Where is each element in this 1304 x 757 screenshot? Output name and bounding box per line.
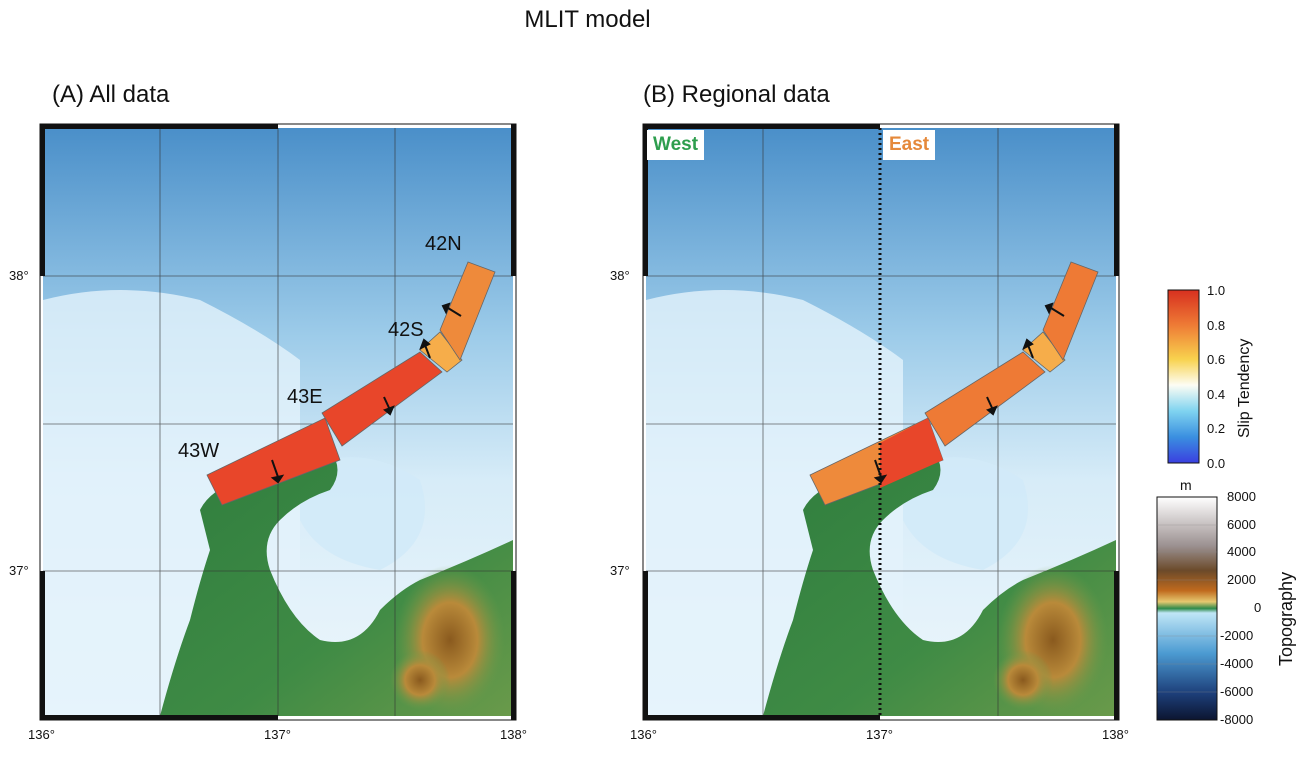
topo-colorbar-label: Topography: [1276, 571, 1296, 666]
lat-label-a-38: 38°: [9, 268, 29, 283]
topo-tick: 4000: [1227, 544, 1256, 559]
slip-colorbar: [1167, 289, 1200, 464]
panel-b-map: [646, 128, 1116, 716]
fault-label-42n: 42N: [425, 233, 462, 255]
fault-label-43e: 43E: [287, 386, 323, 408]
fault-42n: [439, 261, 496, 361]
slip-tick: 0.2: [1207, 421, 1226, 436]
lat-label-b-37: 37°: [610, 563, 630, 578]
topo-tick: -2000: [1220, 628, 1254, 643]
lon-label-b-138: 138°: [1102, 727, 1129, 742]
topo-unit: m: [1180, 477, 1192, 493]
fault-43e-b: [924, 351, 1046, 447]
lat-label-b-38: 38°: [610, 268, 630, 283]
panel-a-title: (A) All data: [52, 81, 170, 108]
lon-label-b-136: 136°: [630, 727, 657, 742]
lon-label-a-138: 138°: [500, 727, 527, 742]
panel-a-map: [43, 128, 513, 716]
topo-tick: 6000: [1227, 517, 1256, 532]
slip-tick: 0.6: [1207, 352, 1226, 367]
lon-label-a-137: 137°: [264, 727, 291, 742]
topo-tick: -6000: [1220, 684, 1254, 699]
topo-tick: 8000: [1227, 489, 1256, 504]
topo-tick: 2000: [1227, 572, 1256, 587]
slip-colorbar-label: Slip Tendency: [1236, 338, 1253, 438]
slip-tick: 0.0: [1207, 456, 1226, 471]
topo-tick: -4000: [1220, 656, 1254, 671]
figure-title: MLIT model: [524, 6, 651, 33]
topo-colorbar: [1156, 496, 1218, 721]
fault-42s: [419, 331, 463, 373]
fault-42n-b: [1042, 261, 1099, 361]
east-label: East: [883, 130, 936, 160]
fault-42s-b: [1022, 331, 1066, 373]
panel-b-title: (B) Regional data: [643, 81, 830, 108]
fault-label-42s: 42S: [388, 319, 424, 341]
lon-label-a-136: 136°: [28, 727, 55, 742]
topo-tick: 0: [1254, 600, 1262, 615]
lat-label-a-37: 37°: [9, 563, 29, 578]
slip-tick: 1.0: [1207, 283, 1226, 298]
west-label: West: [647, 130, 705, 160]
lon-label-b-137: 137°: [866, 727, 893, 742]
slip-tick: 0.4: [1207, 387, 1226, 402]
fault-43e: [321, 351, 443, 447]
topo-tick: -8000: [1220, 712, 1254, 727]
slip-tick: 0.8: [1207, 318, 1226, 333]
fault-label-43w: 43W: [178, 440, 220, 462]
